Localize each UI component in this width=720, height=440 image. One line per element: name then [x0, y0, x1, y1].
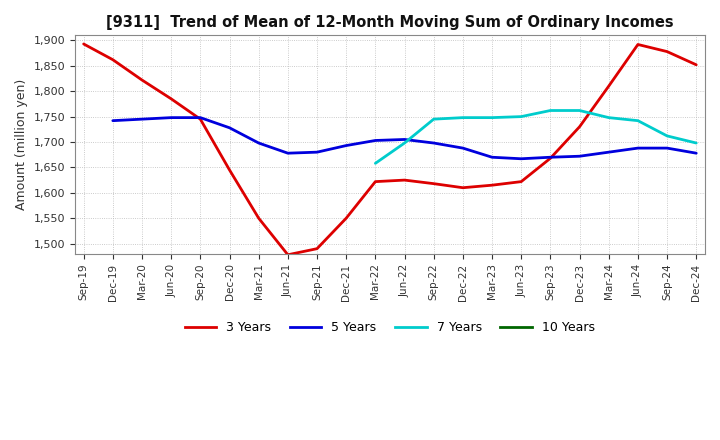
Y-axis label: Amount (million yen): Amount (million yen)	[15, 79, 28, 210]
5 Years	[225, 125, 234, 130]
3 Years	[79, 41, 88, 47]
5 Years	[312, 150, 321, 155]
5 Years	[575, 154, 584, 159]
5 Years	[546, 154, 554, 160]
5 Years	[138, 117, 146, 122]
3 Years	[604, 84, 613, 89]
3 Years	[284, 252, 292, 257]
7 Years	[662, 133, 671, 139]
3 Years	[692, 62, 701, 67]
5 Years	[487, 154, 496, 160]
5 Years	[196, 115, 204, 120]
3 Years	[312, 246, 321, 251]
3 Years	[487, 183, 496, 188]
3 Years	[662, 49, 671, 54]
3 Years	[634, 42, 642, 47]
5 Years	[662, 146, 671, 151]
7 Years	[546, 108, 554, 113]
3 Years	[167, 96, 176, 102]
Legend: 3 Years, 5 Years, 7 Years, 10 Years: 3 Years, 5 Years, 7 Years, 10 Years	[180, 316, 600, 339]
3 Years	[429, 181, 438, 186]
5 Years	[284, 150, 292, 156]
Line: 3 Years: 3 Years	[84, 44, 696, 255]
Line: 7 Years: 7 Years	[375, 110, 696, 163]
7 Years	[517, 114, 526, 119]
5 Years	[517, 156, 526, 161]
5 Years	[634, 146, 642, 151]
5 Years	[342, 143, 351, 148]
3 Years	[109, 57, 117, 62]
Line: 5 Years: 5 Years	[113, 117, 696, 159]
3 Years	[575, 124, 584, 129]
5 Years	[692, 150, 701, 156]
7 Years	[604, 115, 613, 120]
3 Years	[517, 179, 526, 184]
5 Years	[254, 140, 263, 146]
5 Years	[459, 146, 467, 151]
Title: [9311]  Trend of Mean of 12-Month Moving Sum of Ordinary Incomes: [9311] Trend of Mean of 12-Month Moving …	[106, 15, 674, 30]
5 Years	[167, 115, 176, 120]
5 Years	[371, 138, 379, 143]
5 Years	[604, 150, 613, 155]
7 Years	[692, 140, 701, 146]
7 Years	[634, 118, 642, 123]
3 Years	[254, 216, 263, 221]
3 Years	[196, 117, 204, 122]
7 Years	[487, 115, 496, 120]
3 Years	[342, 216, 351, 221]
5 Years	[400, 137, 409, 142]
3 Years	[459, 185, 467, 191]
3 Years	[371, 179, 379, 184]
7 Years	[459, 115, 467, 120]
5 Years	[429, 140, 438, 146]
7 Years	[429, 117, 438, 122]
3 Years	[400, 177, 409, 183]
3 Years	[546, 156, 554, 161]
7 Years	[575, 108, 584, 113]
7 Years	[371, 161, 379, 166]
3 Years	[225, 167, 234, 172]
3 Years	[138, 77, 146, 83]
7 Years	[400, 140, 409, 146]
5 Years	[109, 118, 117, 123]
